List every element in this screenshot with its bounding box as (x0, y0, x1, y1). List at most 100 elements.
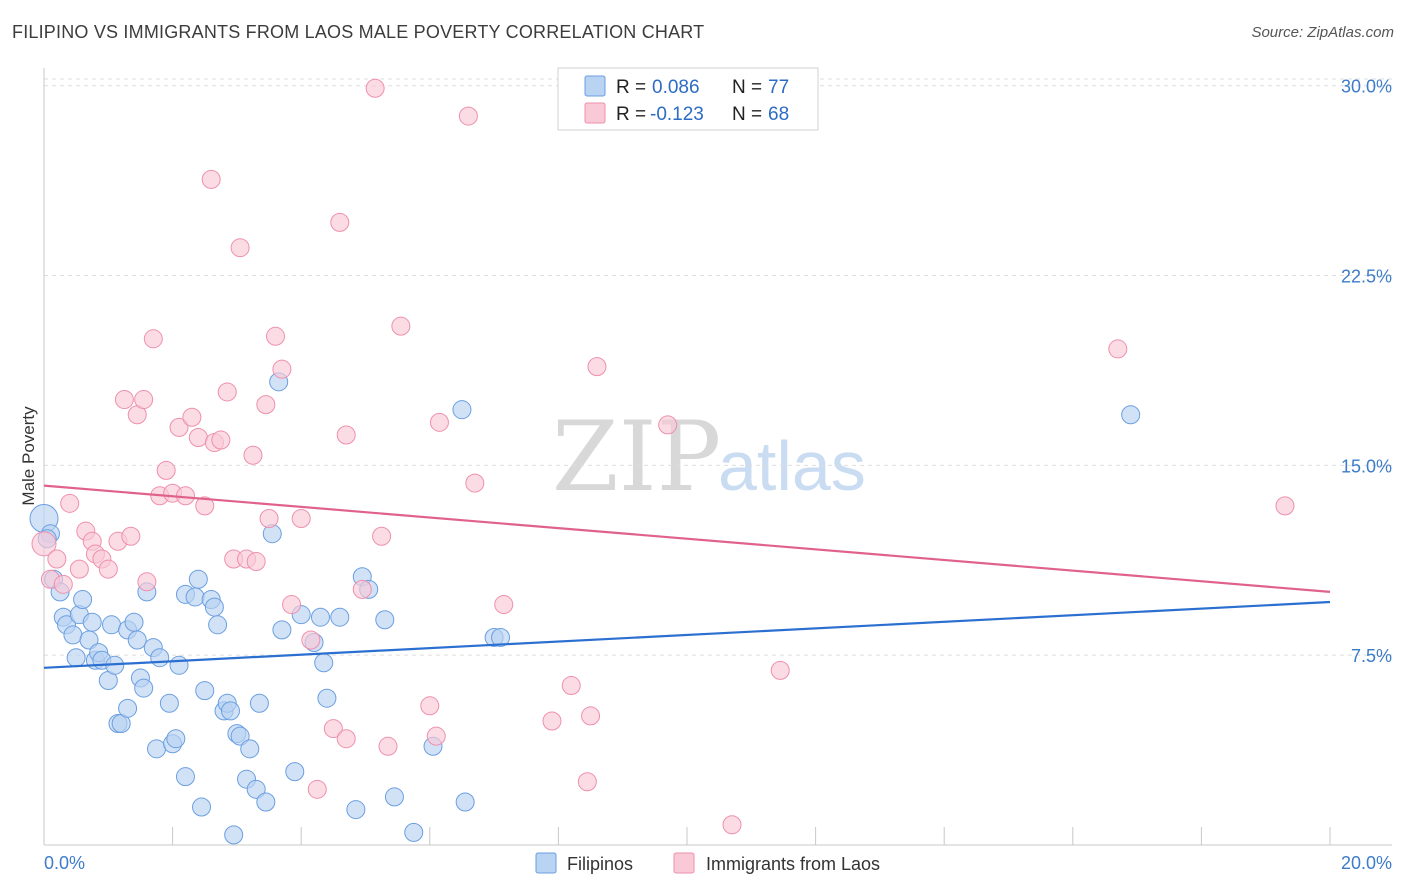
point-1-62 (587, 357, 607, 377)
point-1-25 (195, 496, 215, 516)
point-1-55 (458, 106, 478, 126)
point-1-46 (336, 425, 356, 445)
point-1-64 (722, 815, 742, 835)
point-0-68 (384, 787, 404, 807)
point-0-25 (134, 678, 154, 698)
x-tick-label-max: 20.0% (1341, 853, 1392, 873)
point-1-59 (561, 676, 581, 696)
point-0-20 (118, 698, 138, 718)
point-1-39 (282, 595, 302, 615)
point-0-62 (317, 688, 337, 708)
point-1-43 (323, 719, 343, 739)
point-1-5 (69, 559, 89, 579)
point-1-12 (114, 390, 134, 410)
y-tick-label-3: 30.0% (1341, 77, 1392, 97)
watermark: ZIP atlas (552, 401, 866, 513)
point-0-45 (220, 701, 240, 721)
bottom-legend: Filipinos Immigrants from Laos (535, 852, 880, 874)
point-1-24 (188, 428, 208, 448)
point-1-51 (391, 316, 411, 336)
y-tick-labels: 7.5% 15.0% 22.5% 30.0% (1341, 77, 1392, 666)
legend-r-value-0: 0.086 (652, 77, 700, 98)
point-0-61 (314, 653, 334, 673)
point-0-32 (166, 729, 186, 749)
legend-r-label-0: R = (616, 77, 646, 98)
point-1-60 (577, 772, 597, 792)
y-tick-label-1: 15.0% (1341, 456, 1392, 476)
trend-lines (43, 484, 1331, 669)
x-tick-label-min: 0.0% (44, 853, 85, 873)
point-1-66 (1108, 339, 1128, 359)
legend: R = 0.086 N = 77 R = -0.123 N = 68 (557, 67, 819, 131)
point-1-50 (378, 736, 398, 756)
legend-swatch-laos (584, 102, 606, 124)
legend-n-value-1: 68 (768, 104, 789, 125)
point-0-71 (452, 400, 472, 420)
point-1-48 (365, 78, 385, 98)
source-credit: Source: ZipAtlas.com (1251, 24, 1394, 41)
point-0-33 (169, 655, 189, 675)
point-1-31 (230, 238, 250, 258)
legend-n-value-0: 77 (768, 77, 789, 98)
point-0-67 (375, 610, 395, 630)
point-1-21 (169, 417, 189, 437)
y-tick-label-2: 22.5% (1341, 267, 1392, 287)
point-1-29 (217, 382, 237, 402)
point-1-45 (336, 729, 356, 749)
point-1-0 (31, 531, 57, 557)
point-0-30 (159, 693, 179, 713)
point-0-23 (127, 630, 147, 650)
legend-swatch-filipinos (584, 75, 606, 97)
watermark-zip: ZIP (552, 401, 721, 513)
axes (43, 68, 1392, 846)
point-0-39 (195, 681, 215, 701)
legend-n-label-1: N = (732, 104, 762, 125)
point-1-28 (211, 430, 231, 450)
gridlines (44, 78, 1392, 656)
point-0-38 (192, 797, 212, 817)
chart-title: FILIPINO VS IMMIGRANTS FROM LAOS MALE PO… (12, 22, 705, 42)
point-1-17 (143, 329, 163, 349)
point-1-67 (1275, 496, 1295, 516)
point-0-42 (208, 615, 228, 635)
point-1-53 (426, 726, 446, 746)
point-1-3 (53, 574, 73, 594)
y-axis-label: Male Poverty (19, 406, 38, 506)
point-1-10 (98, 559, 118, 579)
point-1-34 (246, 552, 266, 572)
point-0-60 (310, 607, 330, 627)
bottom-legend-label-laos: Immigrants from Laos (706, 854, 880, 874)
point-1-33 (243, 445, 263, 465)
point-1-15 (134, 390, 154, 410)
point-1-26 (201, 169, 221, 189)
point-0-29 (150, 648, 170, 668)
point-1-52 (420, 696, 440, 716)
point-0-9 (73, 589, 93, 609)
point-0-41 (204, 597, 224, 617)
point-0-6 (63, 625, 83, 645)
point-0-22 (124, 612, 144, 632)
point-1-23 (182, 407, 202, 427)
legend-n-label-0: N = (732, 77, 762, 98)
bottom-legend-swatch-filipinos (535, 852, 557, 874)
trend-line-0 (43, 600, 1331, 669)
point-0-36 (185, 587, 205, 607)
watermark-atlas: atlas (718, 427, 866, 505)
point-1-38 (272, 359, 292, 379)
point-1-57 (494, 595, 514, 615)
point-0-52 (249, 693, 269, 713)
y-tick-label-0: 7.5% (1351, 646, 1392, 666)
point-0-57 (285, 762, 305, 782)
point-0-69 (404, 822, 424, 842)
point-0-46 (224, 825, 244, 845)
point-0-51 (246, 779, 266, 799)
point-1-36 (259, 509, 279, 529)
point-1-47 (352, 579, 372, 599)
point-0-53 (256, 792, 276, 812)
point-0-11 (82, 612, 102, 632)
point-0-64 (346, 800, 366, 820)
legend-r-label-1: R = (616, 104, 646, 125)
point-0-72 (455, 792, 475, 812)
point-1-63 (658, 415, 678, 435)
bottom-legend-label-filipinos: Filipinos (567, 854, 633, 874)
